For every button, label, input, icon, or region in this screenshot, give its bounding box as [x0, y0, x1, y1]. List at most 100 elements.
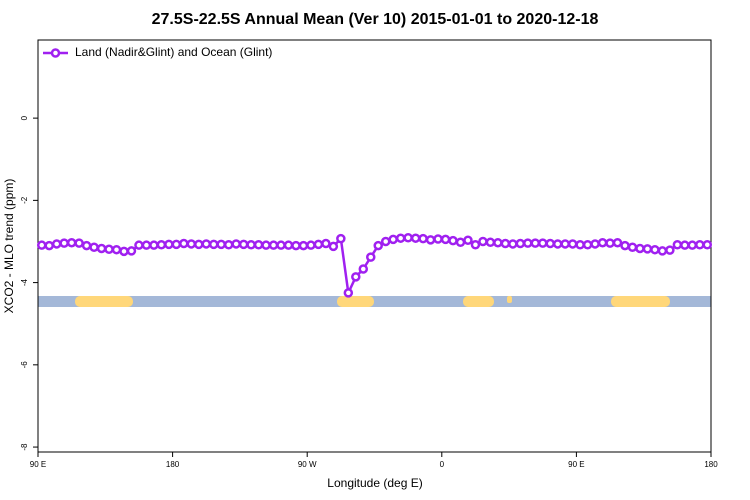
data-point	[373, 240, 383, 251]
data-point	[201, 239, 211, 249]
data-point	[672, 240, 683, 250]
data-point	[418, 233, 428, 244]
data-point	[567, 239, 578, 249]
data-point	[530, 238, 541, 248]
y-axis-label: XCO2 - MLO trend (ppm)	[2, 179, 16, 314]
data-point	[313, 239, 324, 250]
data-point	[164, 239, 174, 250]
legend-label: Land (Nadir&Glint) and Ocean (Glint)	[75, 45, 272, 59]
data-point	[59, 238, 69, 248]
x-tick-label: 0	[440, 460, 445, 469]
data-point	[156, 240, 167, 250]
data-point	[463, 235, 473, 245]
data-point	[283, 240, 294, 250]
land-band	[507, 296, 512, 303]
data-point	[552, 239, 563, 249]
data-point	[523, 238, 533, 248]
data-point	[642, 244, 653, 254]
data-point	[410, 233, 421, 243]
data-point	[149, 240, 159, 250]
data-point	[620, 240, 630, 251]
data-point	[246, 240, 256, 250]
data-point	[597, 237, 608, 248]
data-point	[261, 240, 271, 250]
data-point	[231, 239, 241, 249]
data-point	[687, 240, 698, 250]
data-point	[635, 243, 645, 254]
data-point	[51, 239, 62, 249]
data-point	[538, 238, 548, 248]
data-point	[104, 244, 114, 255]
data-point	[455, 237, 466, 248]
data-point	[96, 243, 107, 254]
data-point	[298, 240, 309, 251]
data-point	[194, 239, 204, 250]
y-tick-label: 0	[20, 115, 29, 120]
data-point	[575, 240, 585, 250]
data-point	[665, 245, 675, 255]
data-point	[238, 239, 249, 250]
x-tick-label: 180	[704, 460, 718, 469]
data-point	[208, 239, 219, 250]
data-point	[81, 240, 92, 251]
chart-title: 27.5S-22.5S Annual Mean (Ver 10) 2015-01…	[152, 11, 599, 28]
data-point	[403, 233, 413, 243]
legend-marker	[50, 48, 61, 58]
data-point	[336, 233, 346, 244]
data-point	[545, 238, 555, 249]
data-point	[582, 240, 593, 250]
data-point	[695, 240, 705, 250]
ocean-band	[38, 296, 711, 307]
data-point	[253, 240, 264, 250]
data-point	[478, 236, 488, 247]
data-point	[321, 238, 331, 249]
surface-band	[38, 296, 711, 307]
data-point	[612, 237, 623, 248]
data-point	[657, 246, 668, 256]
data-point	[627, 242, 638, 252]
data-point	[702, 240, 713, 250]
data-point	[605, 238, 615, 248]
x-axis-label: Longitude (deg E)	[327, 476, 422, 490]
y-tick-label: -4	[20, 278, 29, 286]
land-band	[337, 296, 374, 307]
data-point	[186, 239, 197, 249]
x-tick-label: 90 W	[298, 460, 317, 469]
data-point	[680, 240, 690, 250]
data-point	[216, 239, 226, 250]
data-point	[395, 233, 406, 243]
x-tick-label: 180	[166, 460, 180, 469]
data-point	[36, 240, 47, 250]
data-point	[171, 239, 182, 250]
data-point	[291, 240, 301, 251]
data-point	[485, 237, 496, 248]
data-point	[448, 235, 458, 246]
data-point	[380, 236, 391, 247]
data-point	[470, 240, 481, 250]
data-point	[134, 240, 144, 250]
data-point	[268, 240, 279, 250]
y-tick-label: -8	[20, 443, 29, 451]
data-point	[44, 240, 54, 251]
data-point	[126, 246, 137, 256]
y-tick-label: -2	[20, 196, 29, 204]
data-point	[66, 237, 77, 248]
data-point	[433, 234, 443, 244]
land-band	[75, 296, 133, 307]
data-point	[89, 242, 99, 252]
data-point	[351, 272, 361, 282]
data-point	[590, 239, 600, 249]
data-point	[343, 288, 354, 298]
y-tick-label: -6	[20, 361, 29, 369]
data-point	[508, 239, 518, 249]
data-point	[306, 240, 316, 250]
x-tick-label: 90 E	[568, 460, 584, 469]
data-point	[111, 244, 122, 255]
data-point	[179, 238, 189, 249]
data-point	[500, 238, 511, 249]
data-point	[366, 252, 376, 262]
x-tick-label: 90 E	[30, 460, 46, 469]
data-point	[560, 239, 570, 249]
data-point	[388, 234, 398, 245]
